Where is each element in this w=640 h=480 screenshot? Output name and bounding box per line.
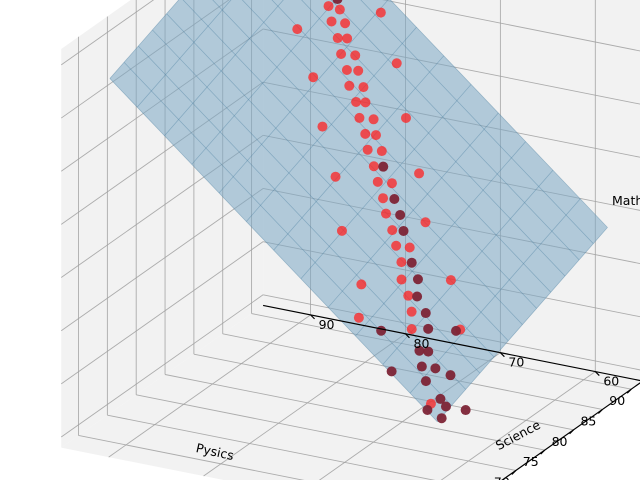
scatter-point [326,16,337,27]
scatter-point [368,114,379,125]
scatter-point [420,376,431,387]
scatter-point [404,242,415,253]
scatter-point [387,225,398,236]
scatter-point [401,112,411,123]
scatter-point [396,274,407,285]
scatter-point [395,209,406,220]
scatter-point [375,7,386,18]
scatter-point [416,361,427,372]
scatter-point [440,401,451,412]
tick-labels: 606570758085906070809030405060708090100 [319,317,626,480]
scatter-point [317,121,328,132]
axis-tick [569,429,574,435]
scatter-point [376,146,387,157]
scatter-point [386,178,397,189]
tick-label: 85 [580,413,596,428]
scatter-point [406,257,417,268]
scatter-point [378,193,389,204]
scatter-point [332,0,343,5]
scatter-point [412,291,423,302]
axis-tick [499,352,505,358]
scatter-point [358,82,369,93]
scatter-point [386,366,397,377]
scatter-point [376,325,387,336]
scatter-point [414,168,425,179]
scatter-point [451,325,462,336]
scatter-point [372,176,383,187]
scatter-point [350,50,361,61]
scatter-point [340,18,351,29]
tick-label: 60 [603,374,619,389]
scatter-point [351,96,362,107]
scatter-point [435,393,446,404]
scatter-point [460,405,471,416]
scatter-point [334,4,345,15]
scatter-point [445,370,456,381]
scatter-point [396,257,407,268]
axis-tick [540,449,546,455]
tick-label: 90 [319,317,335,332]
scatter-point [445,275,456,286]
scatter-point [353,65,364,76]
scatter-point [356,279,367,290]
scatter-point [420,217,431,228]
scatter-point [378,161,389,172]
scatter-point [292,24,303,35]
scatter-point [406,306,417,317]
scatter-point [342,33,353,44]
axis-tick [594,371,600,377]
scatter-point [368,161,379,172]
scatter-point [423,346,434,357]
axis-ticks [310,314,632,475]
axis-lines [262,304,640,480]
tick-label: 70 [508,355,524,370]
scatter-point [389,193,400,204]
tick-label: 80 [414,336,430,351]
z-axis-title: Math [612,193,640,208]
scatter-point [381,208,392,219]
scatter-point [391,240,402,251]
scatter-point [336,225,347,236]
scatter-point [420,308,431,319]
scatter-point [362,144,373,155]
scatter-point [436,413,447,424]
scatter-point [323,1,334,12]
scatter-point [370,130,381,141]
scatter-point [336,49,347,60]
tick-label: 80 [552,434,568,449]
scatter-point [360,128,371,139]
axis-tick [511,470,517,475]
scatter-point [414,345,425,356]
scatter-point [412,274,423,285]
axis-tick [405,333,410,339]
tick-label: 90 [609,393,625,408]
scatter-point [353,312,364,323]
scatter-point [423,323,434,334]
scatter-point [332,33,343,44]
scatter-point [341,64,352,75]
axis-tick [597,409,603,414]
scatter-point [391,58,402,69]
axis-tick [626,388,632,394]
scatter-point [430,363,441,374]
scatter-point [406,324,417,335]
scatter-point [330,171,341,182]
tick-label: 70 [494,474,510,480]
scatter-point [344,80,355,91]
axis-tick [310,314,315,320]
scatter-point [422,404,433,415]
scatter-point [360,97,371,108]
scatter-point [403,290,414,301]
tick-label: 75 [523,454,539,469]
scatter-point [354,112,365,123]
scatter-points [292,0,471,424]
scatter-point [308,72,319,83]
scatter-point [398,225,409,236]
